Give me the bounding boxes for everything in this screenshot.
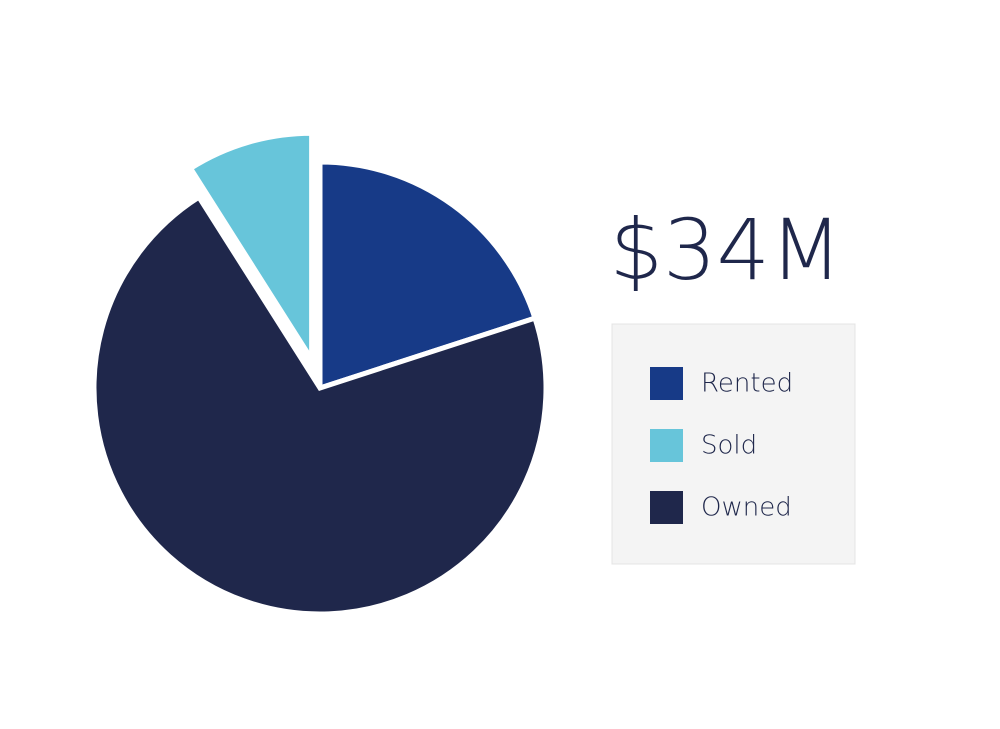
legend-swatch [650, 367, 683, 400]
legend-label: Rented [701, 369, 793, 399]
total-label: $34M [610, 201, 843, 299]
pie-slice [91, 193, 549, 617]
legend-swatch [650, 491, 683, 524]
pie-slice [317, 159, 539, 392]
pie-slice [187, 130, 315, 368]
legend-label: Owned [701, 493, 792, 523]
legend-swatch [650, 429, 683, 462]
legend-label: Sold [701, 431, 757, 461]
